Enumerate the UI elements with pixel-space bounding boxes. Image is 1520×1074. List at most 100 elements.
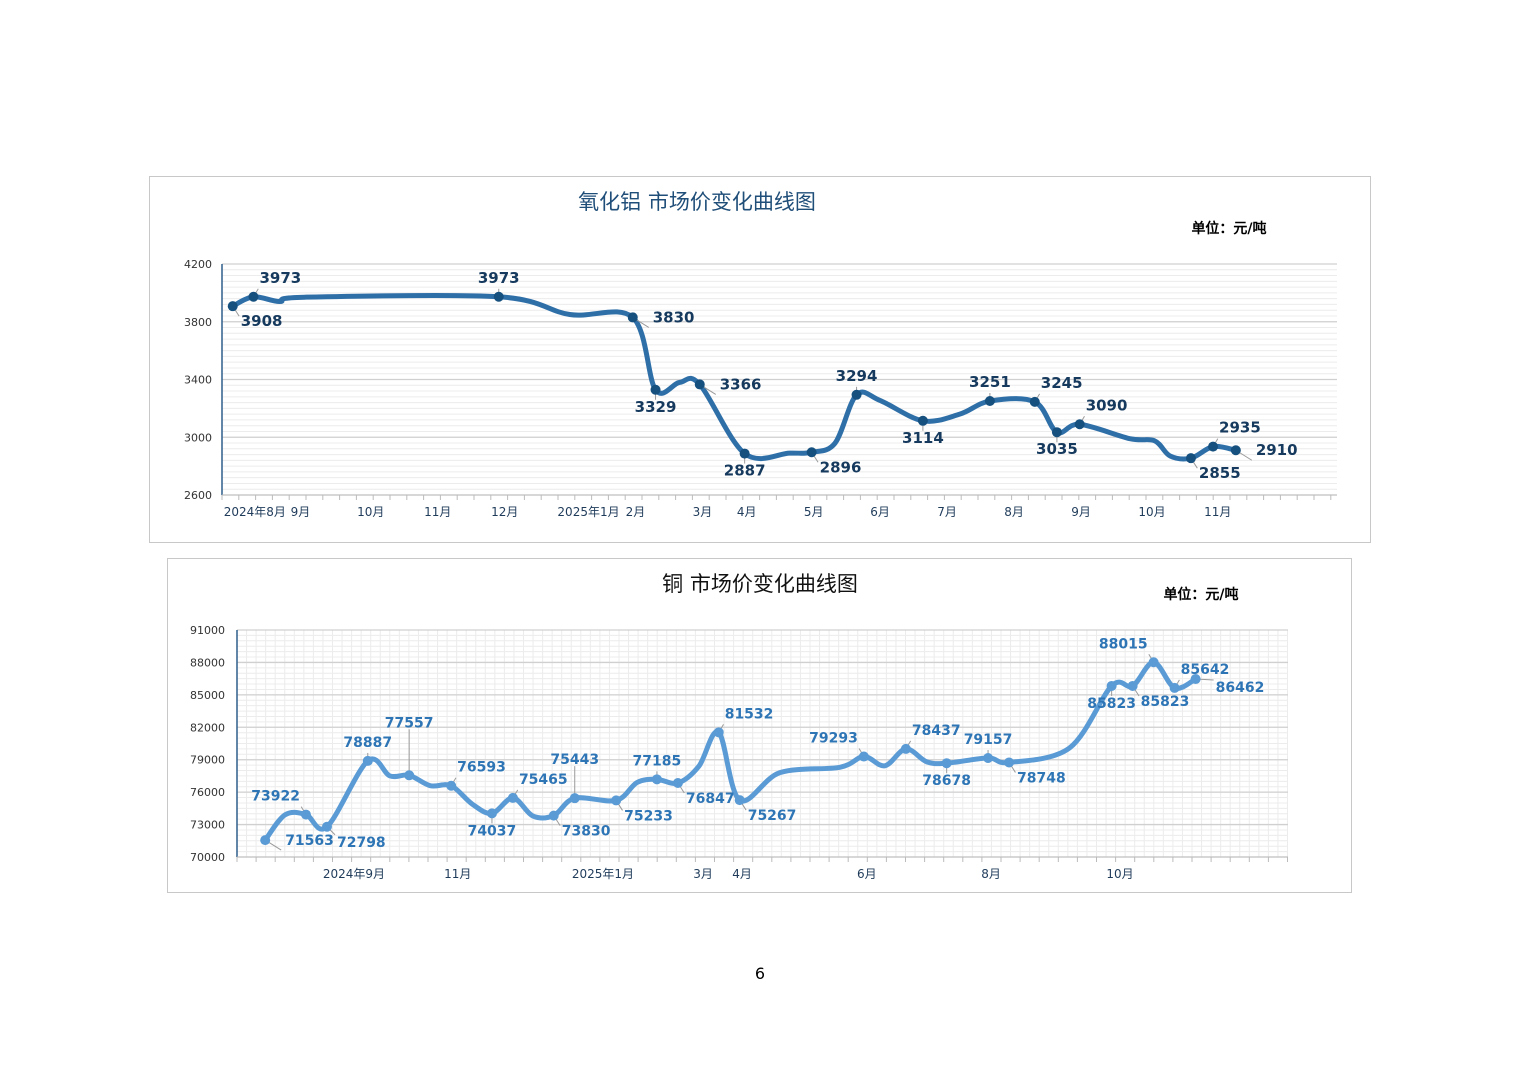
data-label: 78678 bbox=[922, 773, 971, 789]
data-point-marker bbox=[1169, 682, 1180, 693]
data-label: 3329 bbox=[635, 398, 677, 416]
x-tick-label: 2025年1月 bbox=[557, 505, 619, 519]
data-point-marker bbox=[734, 795, 745, 806]
x-tick-label: 11月 bbox=[444, 867, 471, 881]
data-label: 73830 bbox=[562, 824, 611, 840]
data-point-marker bbox=[941, 758, 952, 769]
data-label: 78748 bbox=[1017, 770, 1066, 786]
data-point-marker bbox=[248, 291, 259, 302]
data-point-marker bbox=[1029, 396, 1040, 407]
data-point-marker bbox=[260, 835, 271, 846]
data-label: 75443 bbox=[550, 752, 599, 768]
data-point-marker bbox=[1148, 657, 1159, 668]
data-point-marker bbox=[507, 792, 518, 803]
y-tick-label: 70000 bbox=[190, 851, 225, 864]
alumina-unit-label: 单位：元/吨 bbox=[1191, 220, 1266, 237]
copper-chart-title: 铜 市场价变化曲线图 bbox=[662, 572, 858, 596]
data-label: 2935 bbox=[1219, 419, 1261, 437]
data-label: 76847 bbox=[686, 791, 735, 807]
data-point-marker bbox=[1106, 680, 1117, 691]
data-point-marker bbox=[694, 379, 705, 390]
data-point-marker bbox=[806, 447, 817, 458]
data-label: 3035 bbox=[1036, 440, 1078, 458]
y-tick-label: 3800 bbox=[184, 316, 212, 329]
data-label: 86462 bbox=[1216, 680, 1265, 696]
x-tick-label: 3月 bbox=[693, 867, 713, 881]
y-tick-label: 4200 bbox=[184, 258, 212, 271]
x-tick-label: 11月 bbox=[424, 505, 451, 519]
y-tick-label: 2600 bbox=[184, 489, 212, 502]
x-tick-label: 2025年1月 bbox=[572, 867, 634, 881]
data-label: 2855 bbox=[1199, 464, 1241, 482]
data-point-marker bbox=[900, 743, 911, 754]
copper-unit-label: 单位：元/吨 bbox=[1163, 586, 1238, 603]
x-tick-label: 8月 bbox=[1004, 505, 1024, 519]
data-label: 77185 bbox=[633, 753, 682, 769]
x-tick-label: 7月 bbox=[937, 505, 957, 519]
data-point-marker bbox=[858, 751, 869, 762]
data-label: 3251 bbox=[969, 373, 1011, 391]
x-tick-label: 8月 bbox=[981, 867, 1001, 881]
data-point-marker bbox=[1074, 419, 1085, 430]
data-point-marker bbox=[227, 301, 238, 312]
data-label: 3294 bbox=[836, 367, 878, 385]
x-tick-label: 6月 bbox=[857, 867, 877, 881]
x-tick-label: 2024年8月 bbox=[224, 505, 286, 519]
data-point-marker bbox=[300, 809, 311, 820]
x-tick-label: 6月 bbox=[870, 505, 890, 519]
data-label: 3090 bbox=[1086, 396, 1128, 414]
data-label: 85823 bbox=[1141, 694, 1190, 710]
y-tick-label: 88000 bbox=[190, 656, 225, 669]
data-point-marker bbox=[493, 291, 504, 302]
data-label: 72798 bbox=[337, 835, 386, 851]
data-point-marker bbox=[1051, 427, 1062, 438]
copper-price-chart: 70000 73000 76000 79000 82000 85000 88000 91000… bbox=[190, 624, 1288, 881]
x-tick-label: 12月 bbox=[491, 505, 518, 519]
x-tick-label: 10月 bbox=[357, 505, 384, 519]
data-label: 2910 bbox=[1256, 441, 1298, 459]
data-point-marker bbox=[851, 389, 862, 400]
data-point-marker bbox=[739, 448, 750, 459]
data-point-marker bbox=[548, 810, 559, 821]
data-point-marker bbox=[1190, 674, 1201, 685]
data-point-marker bbox=[1230, 445, 1241, 456]
x-tick-label: 3月 bbox=[693, 505, 713, 519]
x-tick-label: 4月 bbox=[737, 505, 757, 519]
data-point-marker bbox=[321, 821, 332, 832]
x-tick-label: 2024年9月 bbox=[323, 867, 385, 881]
y-tick-label: 76000 bbox=[190, 786, 225, 799]
data-label: 3114 bbox=[902, 429, 944, 447]
data-point-marker bbox=[1208, 441, 1219, 452]
data-point-marker bbox=[651, 774, 662, 785]
data-point-marker bbox=[362, 755, 373, 766]
data-point-marker bbox=[1185, 453, 1196, 464]
x-tick-label: 9月 bbox=[291, 505, 311, 519]
data-point-marker bbox=[917, 415, 928, 426]
data-label: 3973 bbox=[478, 269, 520, 287]
x-tick-label: 4月 bbox=[732, 867, 752, 881]
alumina-price-chart: 2600 3000 3400 3800 4200 2024年8月 9月 10月 11月 12月 20… bbox=[184, 258, 1337, 519]
data-label: 3908 bbox=[241, 312, 283, 330]
data-label: 81532 bbox=[725, 706, 774, 722]
data-label: 75267 bbox=[748, 808, 797, 824]
data-label: 71563 bbox=[285, 833, 334, 849]
data-point-marker bbox=[650, 384, 661, 395]
data-point-marker bbox=[713, 727, 724, 738]
x-tick-label: 2月 bbox=[626, 505, 646, 519]
x-tick-label: 9月 bbox=[1071, 505, 1091, 519]
data-point-marker bbox=[1127, 680, 1138, 691]
data-label: 75233 bbox=[624, 808, 673, 824]
y-tick-label: 85000 bbox=[190, 689, 225, 702]
data-label: 3973 bbox=[259, 269, 301, 287]
data-label: 85823 bbox=[1087, 696, 1136, 712]
y-tick-label: 73000 bbox=[190, 819, 225, 832]
data-label: 2896 bbox=[820, 458, 862, 476]
x-tick-label: 10月 bbox=[1106, 867, 1133, 881]
y-tick-label: 79000 bbox=[190, 754, 225, 767]
y-tick-label: 3000 bbox=[184, 431, 212, 444]
data-label: 77557 bbox=[385, 715, 434, 731]
x-tick-label: 10月 bbox=[1138, 505, 1165, 519]
data-label: 2887 bbox=[724, 462, 766, 480]
alumina-chart-frame bbox=[149, 176, 1371, 543]
